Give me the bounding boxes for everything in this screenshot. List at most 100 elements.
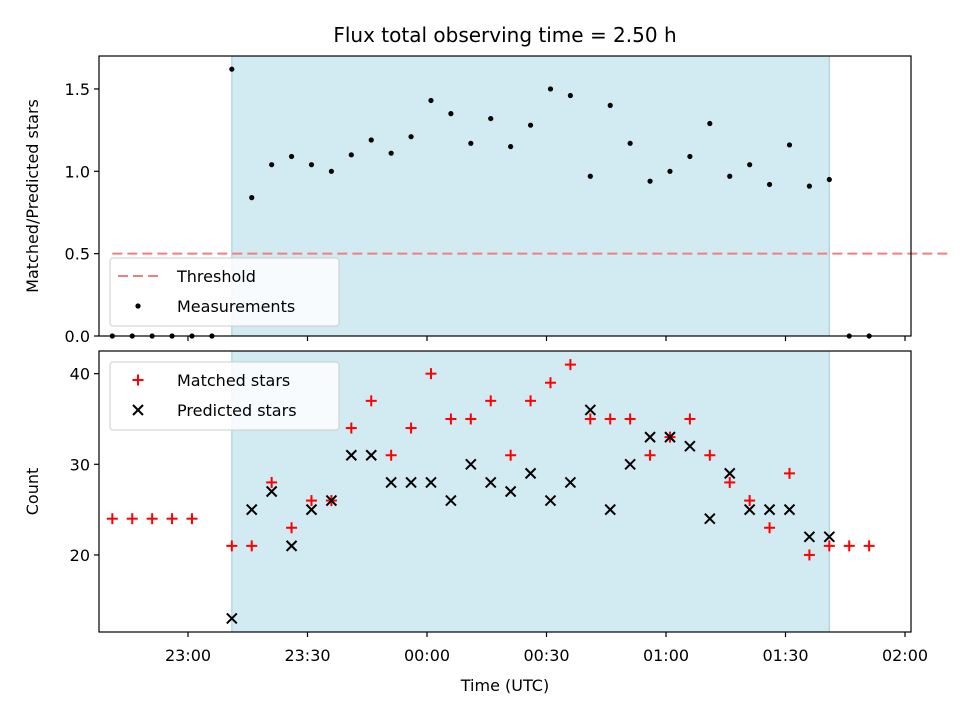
legend-label: Predicted stars (177, 401, 297, 420)
data-point (405, 476, 417, 489)
y-axis-title: Count (23, 468, 42, 516)
data-point (763, 503, 776, 516)
data-point (803, 549, 815, 561)
data-point (485, 395, 497, 407)
data-point (166, 513, 178, 525)
series-matched-stars (106, 359, 875, 561)
data-point (468, 140, 474, 146)
data-point (826, 176, 832, 183)
data-point (229, 66, 235, 72)
data-point (704, 449, 716, 461)
data-point (604, 413, 616, 425)
legend: Threshold Measurements (109, 257, 340, 327)
data-point (308, 162, 315, 168)
data-point (823, 540, 835, 552)
data-point (525, 395, 537, 407)
data-point (348, 152, 354, 158)
y-tick-label: 20 (70, 546, 90, 565)
data-point (226, 540, 238, 552)
data-point (504, 485, 517, 498)
data-point (266, 476, 278, 488)
plot-frame (98, 55, 912, 337)
x-tick-label: 23:00 (165, 646, 211, 665)
data-point (445, 413, 457, 425)
data-point (425, 476, 437, 489)
data-point (747, 162, 753, 168)
y-tick-label: 1.5 (65, 80, 90, 99)
x-tick-label: 01:30 (762, 646, 808, 665)
data-point (567, 92, 574, 99)
data-point (448, 111, 454, 117)
data-point (246, 540, 258, 552)
count-panel: 20 30 40 23:00 23:30 00:00 00:30 01:00 01:30 02:0… (23, 350, 928, 665)
data-point (624, 458, 636, 471)
data-point (587, 173, 593, 179)
data-point (786, 142, 793, 148)
data-point (365, 449, 377, 461)
data-point (305, 503, 318, 516)
y-tick-label: 0.0 (65, 327, 90, 346)
legend-label: Matched stars (177, 371, 290, 390)
data-point (288, 153, 295, 160)
data-point (684, 440, 696, 452)
legend: Matched stars Predicted stars (109, 361, 340, 431)
data-point (345, 422, 357, 434)
data-point (624, 413, 636, 425)
data-point (783, 467, 795, 479)
chart-title: Flux total observing time = 2.50 h (333, 23, 676, 47)
data-point (385, 449, 397, 461)
data-point (524, 467, 537, 480)
data-point (368, 137, 374, 143)
data-point (727, 173, 733, 179)
data-point (584, 404, 597, 416)
x-tick-label: 00:30 (523, 646, 569, 665)
y-tick-label: 0.5 (65, 245, 90, 264)
data-point (644, 449, 656, 461)
legend-box (109, 361, 340, 431)
data-point (428, 97, 434, 104)
data-point (126, 513, 138, 525)
x-tick-label: 23:30 (284, 646, 330, 665)
data-point (385, 476, 397, 489)
legend-label: Threshold (176, 267, 256, 286)
data-point (305, 495, 317, 507)
data-point (488, 115, 494, 122)
data-point (269, 162, 275, 168)
data-point (505, 449, 517, 461)
data-point (823, 531, 836, 543)
legend-marker (132, 404, 144, 416)
x-tick-label: 00:00 (404, 646, 450, 665)
data-point (604, 503, 616, 516)
data-point (544, 494, 557, 507)
data-point (627, 140, 633, 146)
data-point (265, 485, 278, 498)
data-point (226, 612, 238, 625)
data-point (106, 513, 118, 525)
data-point (744, 495, 756, 507)
data-point (707, 120, 713, 127)
data-point (764, 522, 776, 534)
data-point (544, 377, 556, 389)
data-point (607, 102, 613, 109)
series-predicted-stars (226, 404, 836, 625)
data-point (803, 531, 816, 543)
legend-box (109, 257, 340, 327)
data-point (863, 540, 875, 552)
data-point (687, 153, 693, 160)
data-point (644, 431, 656, 443)
data-point (328, 168, 334, 174)
data-point (388, 150, 394, 156)
data-point (584, 413, 596, 425)
data-point (365, 395, 377, 407)
y-tick-label: 40 (70, 365, 90, 384)
data-point (408, 134, 414, 140)
data-point (508, 143, 514, 150)
y-tick-label: 1.0 (65, 162, 90, 181)
data-point (285, 540, 298, 552)
data-point (704, 512, 716, 525)
data-point (684, 413, 696, 425)
data-point (465, 458, 477, 471)
data-point (743, 503, 756, 516)
ratio-panel: 0.0 0.5 1.0 1.5 Matched/Predicted stars Thres… (23, 55, 949, 346)
